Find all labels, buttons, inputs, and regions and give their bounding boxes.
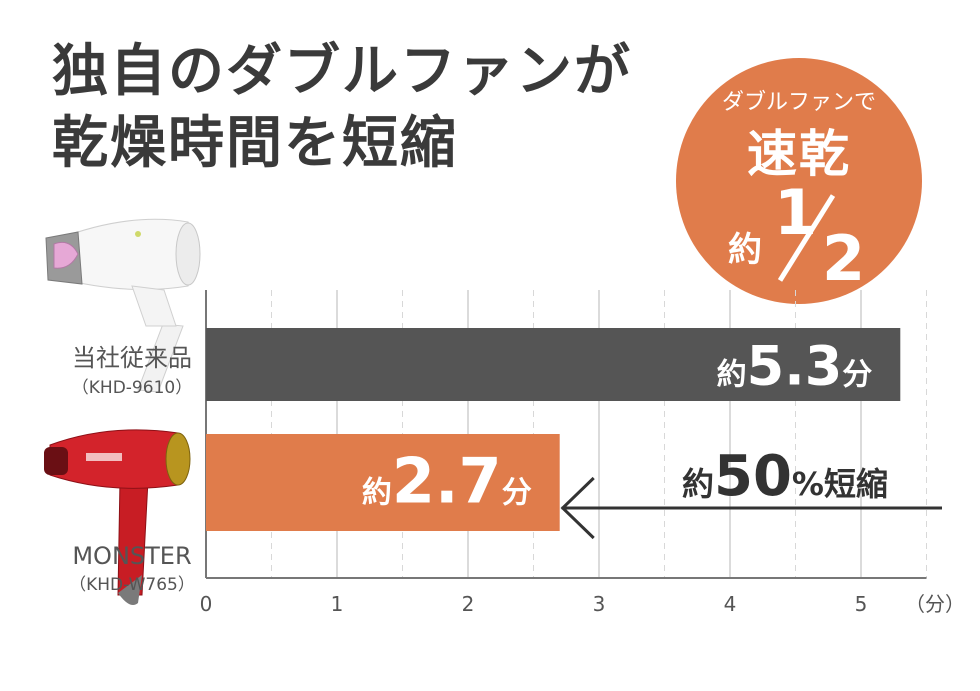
- product-model: （KHD-W765）: [69, 575, 195, 595]
- product-label-monster: MONSTER （KHD-W765）: [44, 542, 220, 595]
- red-hair-dryer-image: [44, 429, 191, 606]
- title-line-1: 独自のダブルファンが: [52, 39, 632, 104]
- bar-0: [206, 328, 901, 401]
- x-tick-label: 0: [200, 592, 213, 616]
- badge-top-text: ダブルファンで: [721, 90, 876, 115]
- product-name: 当社従来品: [72, 344, 192, 372]
- badge-main-text: 速乾: [747, 125, 851, 183]
- x-axis-unit: （分）: [905, 592, 965, 616]
- x-tick-label: 1: [331, 592, 344, 616]
- bar-value-label-1: 約2.7分: [362, 445, 532, 518]
- x-tick-label: 3: [593, 592, 606, 616]
- bar-1: [206, 434, 560, 531]
- reduction-annotation: 約50%短縮: [682, 444, 888, 509]
- badge-prefix: 約: [728, 230, 762, 270]
- product-label-conventional: 当社従来品 （KHD-9610）: [44, 338, 220, 398]
- bar-value-label-0: 約5.3分: [717, 335, 873, 398]
- x-tick-label: 4: [724, 592, 737, 616]
- x-tick-label: 5: [855, 592, 868, 616]
- product-model: （KHD-9610）: [71, 378, 193, 398]
- reduction-arrow-head: [560, 476, 595, 540]
- badge-fraction-denominator: 2: [822, 222, 866, 295]
- page-title: 独自のダブルファンが 乾燥時間を短縮: [52, 36, 632, 180]
- white-hair-dryer-image: [45, 218, 201, 393]
- product-name: MONSTER: [72, 542, 192, 570]
- title-line-2: 乾燥時間を短縮: [52, 111, 458, 176]
- speed-dry-badge: ダブルファンで 速乾 約 1 2: [676, 58, 922, 304]
- x-tick-label: 2: [462, 592, 475, 616]
